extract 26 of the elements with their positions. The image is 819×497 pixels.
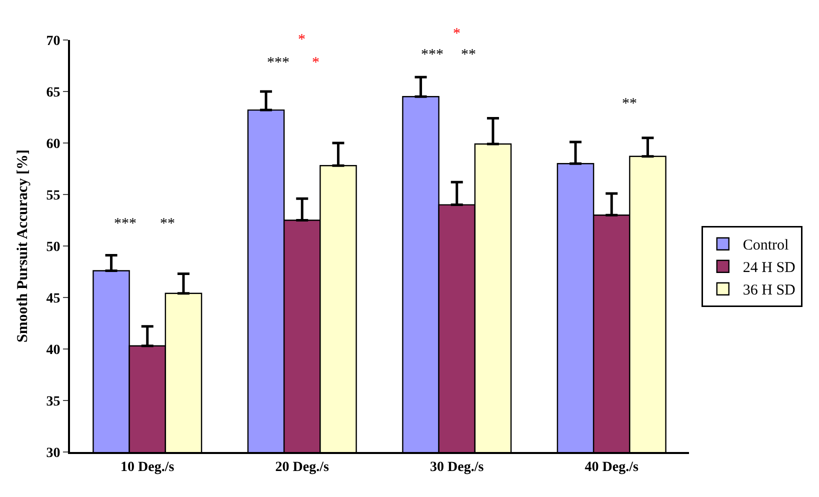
legend-label: 24 H SD bbox=[742, 260, 796, 276]
annotation: *** bbox=[114, 216, 136, 232]
y-axis-title: Smooth Pursuit Accuracy [%] bbox=[14, 150, 31, 342]
y-tick-label: 30 bbox=[46, 446, 60, 461]
legend-label: Control bbox=[742, 238, 789, 254]
annotation: * bbox=[453, 26, 460, 42]
annotation: * bbox=[298, 32, 306, 48]
x-tick-label: 20 Deg./s bbox=[275, 460, 330, 475]
annotation: * bbox=[312, 55, 320, 71]
annotation: *** bbox=[421, 47, 444, 63]
x-tick-label: 40 Deg./s bbox=[584, 460, 640, 475]
x-tick-label: 30 Deg./s bbox=[430, 460, 484, 475]
legend-label: 36 H SD bbox=[742, 282, 796, 299]
annotation: ** bbox=[160, 216, 175, 232]
y-tick-label: 70 bbox=[46, 34, 60, 49]
y-tick-label: 50 bbox=[46, 240, 60, 255]
annotation: ** bbox=[461, 47, 476, 63]
y-tick-label: 55 bbox=[46, 188, 60, 204]
y-tick-label: 35 bbox=[46, 394, 60, 410]
y-tick-label: 40 bbox=[46, 342, 60, 358]
y-tick-label: 45 bbox=[46, 291, 60, 306]
y-tick-label: 65 bbox=[46, 85, 60, 100]
x-tick-label: 10 Deg./s bbox=[120, 460, 175, 475]
annotation: ** bbox=[622, 96, 637, 112]
annotation: *** bbox=[267, 55, 290, 71]
y-tick-label: 60 bbox=[46, 136, 60, 152]
